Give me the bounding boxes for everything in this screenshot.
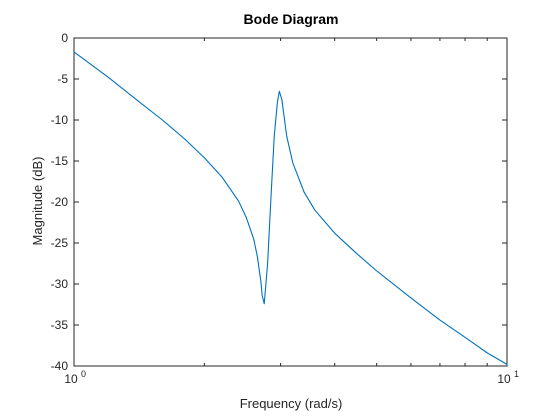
magnitude-series-line: [73, 51, 508, 365]
y-tick-label: -30: [51, 277, 69, 291]
y-tick-label: -20: [51, 195, 69, 209]
y-tick-label: -15: [51, 154, 69, 168]
y-tick-label: -40: [51, 359, 69, 373]
chart-title: Bode Diagram: [244, 11, 339, 27]
x-tick-label-base: 10: [497, 372, 511, 386]
y-tick-label: -5: [57, 72, 68, 86]
y-tick-label: 0: [61, 31, 68, 45]
x-tick-label-exponent: 1: [514, 369, 519, 379]
x-tick-label-exponent: 0: [81, 369, 86, 379]
x-axis-label: Frequency (rad/s): [240, 396, 343, 411]
axes-box: [73, 37, 508, 367]
y-tick-label: -35: [51, 318, 69, 332]
y-tick-label: -10: [51, 113, 69, 127]
y-tick-label: -25: [51, 236, 69, 250]
y-axis-label: Magnitude (dB): [30, 157, 45, 246]
x-tick-label-base: 10: [64, 372, 78, 386]
